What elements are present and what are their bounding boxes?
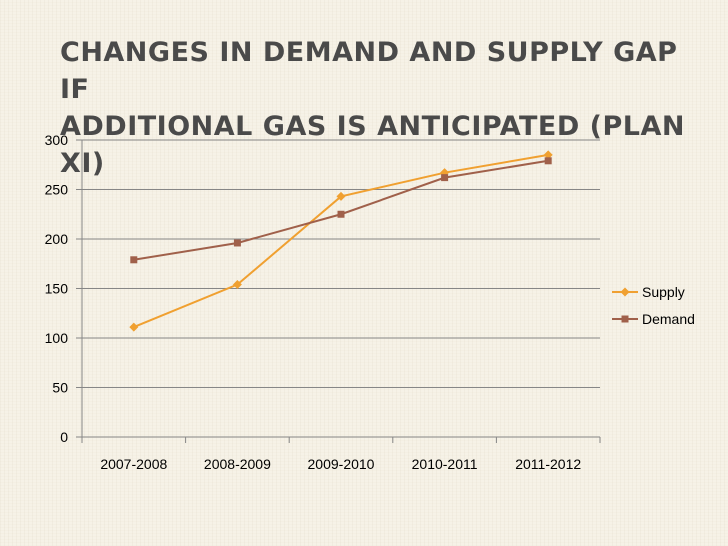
data-point-supply	[232, 280, 242, 290]
legend-marker-supply	[620, 287, 630, 297]
x-tick-label: 2011-2012	[515, 456, 581, 472]
y-tick-label: 0	[60, 429, 68, 445]
y-tick-label: 50	[52, 380, 68, 396]
legend-marker-demand	[621, 315, 629, 323]
data-point-demand	[544, 157, 552, 165]
series-line-supply	[133, 153, 549, 329]
x-tick-label: 2008-2009	[204, 456, 271, 472]
data-point-demand	[130, 256, 138, 264]
y-tick-label: 150	[45, 281, 69, 297]
legend-label-demand: Demand	[642, 311, 695, 327]
slide-title: CHANGES IN DEMAND AND SUPPLY GAP IF ADDI…	[60, 34, 700, 182]
slide-title-line-1: CHANGES IN DEMAND AND SUPPLY GAP IF	[60, 37, 678, 105]
gridlines	[82, 139, 600, 388]
data-point-demand	[233, 239, 241, 247]
data-point-supply	[129, 322, 139, 332]
data-point-supply	[336, 191, 346, 201]
axes: 0 50 100 150 200 250 300 2007-2008 2008-2009 2009…	[45, 132, 601, 472]
series	[129, 150, 553, 332]
x-tick-label: 2009-2010	[308, 456, 375, 472]
y-tick-label: 300	[45, 132, 69, 148]
data-point-supply	[543, 150, 553, 160]
data-point-demand	[337, 210, 345, 218]
y-tick-label: 250	[45, 182, 69, 198]
legend-label-supply: Supply	[642, 284, 685, 300]
x-tick-label: 2007-2008	[100, 456, 167, 472]
data-point-demand	[441, 174, 449, 182]
y-tick-label: 200	[45, 231, 69, 247]
y-tick-label: 100	[45, 330, 69, 346]
legend: Supply Demand	[612, 284, 695, 327]
series-line-demand	[133, 159, 549, 261]
x-tick-label: 2010-2011	[412, 456, 478, 472]
